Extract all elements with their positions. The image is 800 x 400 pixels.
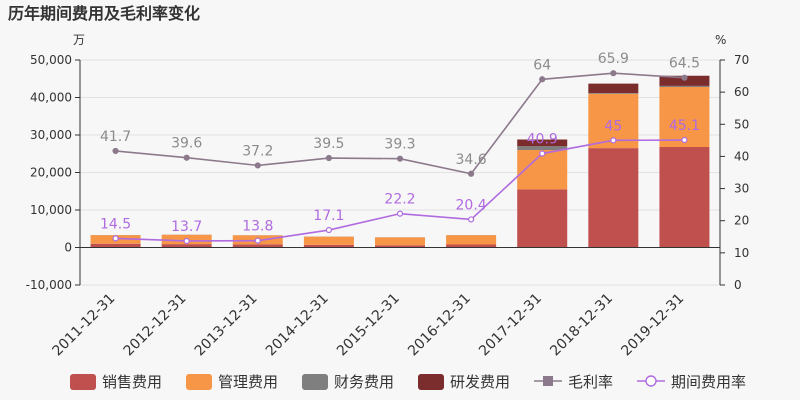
right-tick-label: 0	[734, 278, 742, 292]
data-label: 17.1	[313, 208, 344, 224]
right-tick-label: 60	[734, 85, 749, 99]
series-point	[539, 76, 546, 83]
data-label: 13.8	[242, 219, 273, 235]
series-point	[254, 162, 261, 169]
bar-segment	[517, 139, 568, 147]
bar-segment	[303, 236, 354, 245]
bar-segment	[303, 244, 354, 248]
data-label: 65.9	[598, 51, 629, 67]
series-point	[396, 210, 404, 217]
x-tick-label: 2014-12-31	[263, 291, 332, 360]
data-label: 39.6	[171, 136, 202, 152]
series-point	[183, 237, 190, 245]
right-tick-label: 40	[734, 149, 749, 163]
left-tick-label: -10,000	[26, 278, 72, 292]
right-tick-label: 10	[734, 246, 749, 260]
series-point	[112, 235, 119, 242]
bar-segment	[375, 237, 425, 246]
series-point	[396, 155, 404, 162]
series-point	[325, 154, 332, 162]
x-tick-label: 2012-12-31	[121, 291, 190, 360]
right-tick-label: 70	[734, 53, 749, 67]
legend-swatch	[302, 374, 328, 390]
data-label: 40.9	[527, 132, 558, 148]
left-tick-label: 30,000	[30, 128, 72, 142]
left-tick-label: 40,000	[30, 91, 72, 105]
x-tick-label: 2013-12-31	[192, 291, 261, 360]
bar-segment	[659, 85, 710, 87]
bar-segment	[161, 244, 212, 248]
data-label: 39.5	[313, 136, 344, 152]
data-label: 22.2	[384, 192, 415, 208]
bar-segment	[517, 189, 568, 248]
data-label: 41.7	[100, 129, 131, 145]
x-tick-label: 2016-12-31	[405, 291, 474, 360]
bar-segment	[659, 147, 710, 248]
legend-swatch	[186, 374, 212, 390]
legend-label: 财务费用	[334, 373, 394, 391]
data-label: 64.5	[669, 56, 700, 72]
data-label: 37.2	[242, 143, 273, 159]
legend-label: 毛利率	[568, 373, 613, 391]
bar-segment	[659, 75, 710, 86]
bar-segment	[517, 146, 568, 150]
data-label: 34.6	[456, 152, 487, 168]
legend-marker	[645, 375, 657, 387]
legend-swatch	[418, 374, 444, 390]
data-label: 13.7	[171, 219, 202, 235]
left-tick-label: 0	[64, 241, 72, 255]
series-point	[254, 237, 261, 244]
legend-label: 期间费用率	[671, 373, 746, 391]
series-point	[539, 150, 546, 157]
bar-segment	[232, 244, 283, 248]
data-label: 14.5	[100, 216, 131, 232]
legend[interactable]: 销售费用 管理费用 财务费用 研发费用 毛利率 期间费用率	[70, 373, 746, 391]
series-point	[468, 216, 475, 223]
left-axis-unit: 万	[73, 33, 85, 47]
right-tick-label: 30	[734, 182, 749, 196]
x-tick-label: 2019-12-31	[618, 291, 687, 360]
bar-segment	[375, 245, 425, 248]
x-tick-label: 2015-12-31	[334, 291, 403, 360]
series-point	[183, 154, 190, 161]
legend-swatch	[70, 374, 96, 390]
series-point	[610, 137, 617, 144]
series-point	[112, 147, 119, 155]
series-point	[681, 136, 688, 144]
data-label: 45.1	[669, 118, 700, 134]
x-tick-label: 2011-12-31	[50, 291, 119, 360]
series-point	[610, 70, 617, 77]
series-point	[681, 74, 688, 81]
x-tick-label: 2018-12-31	[547, 291, 616, 360]
left-tick-label: 20,000	[30, 166, 72, 180]
right-tick-label: 20	[734, 214, 749, 228]
left-tick-label: 50,000	[30, 53, 72, 67]
bar-segment	[446, 235, 497, 245]
right-tick-label: 50	[734, 117, 749, 131]
legend-label: 研发费用	[450, 373, 510, 391]
legend-marker	[543, 376, 553, 386]
lines: 41.7 39.6 37.2 39.5 39.3 34.6 64 65.9 64.5 14.5 13…	[100, 51, 700, 245]
chart-title: 历年期间费用及毛利率变化	[8, 4, 200, 23]
bar-segment	[588, 148, 639, 248]
data-label: 45	[604, 118, 622, 134]
left-tick-label: 10,000	[30, 203, 72, 217]
bar-segment	[588, 83, 639, 93]
bar-segment	[90, 243, 141, 248]
legend-label: 管理费用	[218, 373, 278, 391]
bar-segment	[588, 93, 639, 94]
bar-segment	[446, 244, 497, 248]
series-point	[468, 170, 475, 177]
series-point	[325, 226, 332, 234]
data-label: 64	[533, 57, 551, 73]
x-tick-label: 2017-12-31	[476, 291, 545, 360]
data-label: 39.3	[384, 137, 415, 153]
right-axis-unit: %	[715, 33, 726, 47]
legend-label: 销售费用	[102, 373, 162, 391]
data-label: 20.4	[456, 197, 487, 213]
